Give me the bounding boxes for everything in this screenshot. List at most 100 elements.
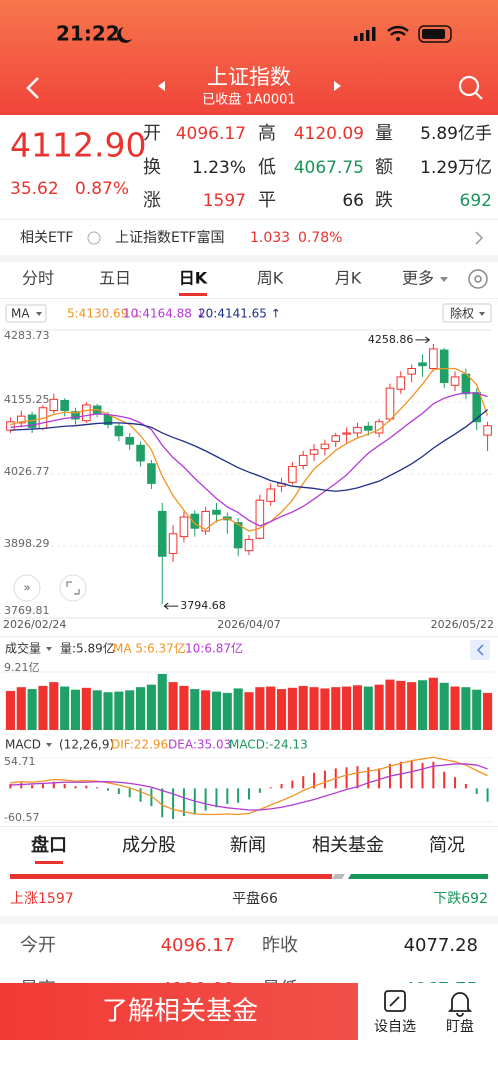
chart-tab[interactable]: 日K — [179, 269, 208, 288]
fund-button[interactable] — [0, 983, 358, 1040]
quote-label: 低 — [258, 157, 276, 178]
candle-body — [190, 513, 200, 529]
battery-icon — [418, 25, 452, 43]
etf-name[interactable]: 上证指数ETF富国 — [115, 229, 224, 246]
macd-bar — [486, 788, 489, 802]
candle-body — [298, 454, 308, 466]
macd-bar — [182, 788, 185, 817]
detail-tab[interactable]: 相关基金 — [312, 835, 384, 856]
ma-button[interactable] — [5, 304, 47, 323]
etf-arrow[interactable] — [475, 231, 484, 245]
fullscreen-button[interactable] — [59, 574, 87, 602]
candle-body — [374, 421, 384, 434]
divider — [0, 826, 498, 827]
prev-index[interactable] — [158, 81, 165, 91]
etf-pct: 0.78% — [298, 230, 342, 246]
macd-bar — [215, 788, 218, 808]
quote-value: 692 — [460, 191, 492, 211]
volume-ma5: MA 5:6.37亿 — [113, 641, 186, 656]
quote-value: 4067.75 — [294, 158, 364, 178]
chart-tab[interactable]: 周K — [257, 269, 284, 288]
expand-icon: » — [23, 581, 30, 595]
detail-tab[interactable]: 简况 — [429, 835, 465, 856]
chart-tab[interactable]: 月K — [335, 269, 362, 288]
watch-icon[interactable] — [384, 990, 406, 1012]
down-ratio-bar — [348, 874, 488, 879]
search-button[interactable] — [458, 75, 483, 100]
low-annotation: 3794.68 — [180, 599, 226, 612]
quote-value: 1.23% — [192, 158, 246, 178]
macd-bar — [399, 761, 402, 789]
monitor-label[interactable]: 盯盘 — [446, 1018, 474, 1035]
quote-label: 高 — [258, 123, 276, 144]
back-button[interactable] — [26, 77, 39, 99]
clock: 21:22 — [56, 22, 120, 46]
header-bg — [0, 0, 498, 115]
macd-bar — [226, 788, 229, 804]
y-tick-label: 4026.77 — [4, 465, 50, 478]
change-pct: 0.87% — [75, 179, 129, 199]
chart-tab[interactable]: 五日 — [99, 269, 131, 288]
quote-label: 开 — [143, 123, 161, 144]
divider — [0, 298, 498, 299]
volume-bar — [439, 682, 449, 730]
quote-value: 1597 — [203, 191, 246, 211]
adjust-button[interactable] — [442, 303, 492, 323]
scroll-button[interactable] — [470, 640, 490, 660]
gap — [0, 255, 498, 262]
macd-label: MACD — [5, 738, 41, 752]
candle-body — [168, 533, 178, 554]
settings-button[interactable] — [468, 269, 488, 289]
macd-bar — [248, 788, 250, 800]
volume-bar — [396, 680, 406, 730]
dea-line — [10, 763, 488, 811]
flat-ratio-bar — [332, 874, 345, 879]
detail-tab[interactable]: 盘口 — [31, 834, 67, 856]
volume-bar — [136, 687, 146, 730]
quote-label: 跌 — [375, 190, 393, 211]
ma-line — [10, 367, 489, 532]
candle-body — [266, 488, 275, 502]
expand-button[interactable] — [13, 574, 41, 602]
quote-value: 66 — [342, 191, 364, 211]
monitor-icon[interactable] — [447, 992, 473, 1017]
volume-bar — [385, 679, 395, 730]
quote-value: 4120.09 — [294, 124, 364, 144]
quote-label: 平 — [258, 190, 276, 211]
down-count: 下跌692 — [433, 891, 488, 907]
fullscreen-icon — [66, 581, 80, 595]
volume-bar — [179, 685, 189, 730]
volume-bar — [16, 687, 26, 730]
macd-bar — [356, 766, 359, 789]
chart-tab[interactable]: 更多 — [402, 269, 434, 288]
volume-bar — [450, 686, 460, 730]
volume-bar — [287, 687, 297, 730]
volume-bar — [5, 690, 15, 730]
y-tick-label: 3898.29 — [4, 537, 50, 550]
candle-body — [255, 499, 265, 539]
volume-bar — [255, 687, 265, 730]
info-icon[interactable] — [87, 231, 101, 245]
volume-bar — [211, 691, 222, 730]
ma-legend: 20:4141.65 ↑ — [198, 307, 281, 321]
volume-bar — [331, 687, 341, 730]
volume-bar — [407, 682, 417, 730]
watch-label[interactable]: 设自选 — [374, 1019, 416, 1035]
detail-tab[interactable]: 新闻 — [230, 835, 266, 856]
volume-bar — [146, 684, 156, 730]
settings-dot — [474, 275, 482, 283]
candle-body — [71, 411, 80, 420]
x-tick-label: 2026/05/22 — [431, 618, 494, 631]
gap — [0, 916, 498, 924]
title: 上证指数 — [207, 65, 291, 89]
next-index[interactable] — [334, 81, 341, 91]
volume-bar — [60, 686, 70, 730]
detail-tab[interactable]: 成分股 — [122, 835, 176, 856]
quote-value: 1.29万亿 — [420, 158, 492, 178]
candle-body — [60, 399, 69, 412]
active-tab-underline — [179, 293, 207, 296]
volume-bar — [49, 682, 59, 730]
volume-value: 量:5.89亿 — [60, 641, 115, 656]
chart-tab[interactable]: 分时 — [22, 269, 54, 288]
macd-bar — [464, 783, 467, 789]
